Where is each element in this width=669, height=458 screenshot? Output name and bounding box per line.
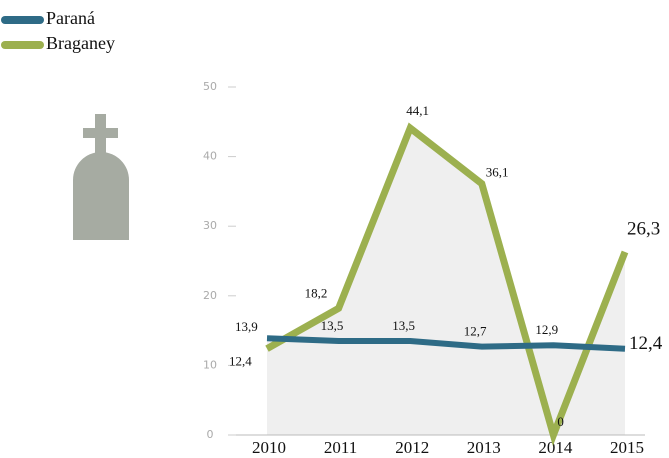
x-tick-label: 2015 <box>610 438 644 457</box>
x-tick-label: 2013 <box>467 438 501 457</box>
value-label: 44,1 <box>406 103 429 118</box>
x-tick-label: 2011 <box>324 438 357 457</box>
x-tick-label: 2010 <box>252 438 286 457</box>
value-label: 12,4 <box>629 333 663 354</box>
value-label: 0 <box>557 414 564 429</box>
y-tick-label: 30 <box>203 219 217 232</box>
y-tick-label: 40 <box>203 150 217 163</box>
value-label: 13,5 <box>321 318 344 333</box>
y-tick-label: 20 <box>203 289 217 302</box>
value-label: 12,7 <box>464 324 487 339</box>
tombstone-icon <box>73 114 129 240</box>
series-line <box>265 122 629 446</box>
y-tick-label: 0 <box>207 428 214 441</box>
x-tick-label: 2012 <box>395 438 429 457</box>
value-label: 26,3 <box>627 218 660 239</box>
y-tick-label: 50 <box>203 80 217 93</box>
value-label: 13,5 <box>392 318 415 333</box>
value-label: 12,4 <box>229 354 252 369</box>
value-label: 12,9 <box>535 322 558 337</box>
value-label: 18,2 <box>305 285 328 300</box>
y-tick-label: 10 <box>203 358 217 371</box>
value-label: 36,1 <box>486 165 509 180</box>
x-tick-label: 2014 <box>538 438 573 457</box>
area <box>267 128 625 435</box>
series-line <box>266 335 626 352</box>
legend-label: Braganey <box>46 33 115 53</box>
value-label: 13,9 <box>235 319 258 334</box>
legend-label: Paraná <box>46 8 95 28</box>
